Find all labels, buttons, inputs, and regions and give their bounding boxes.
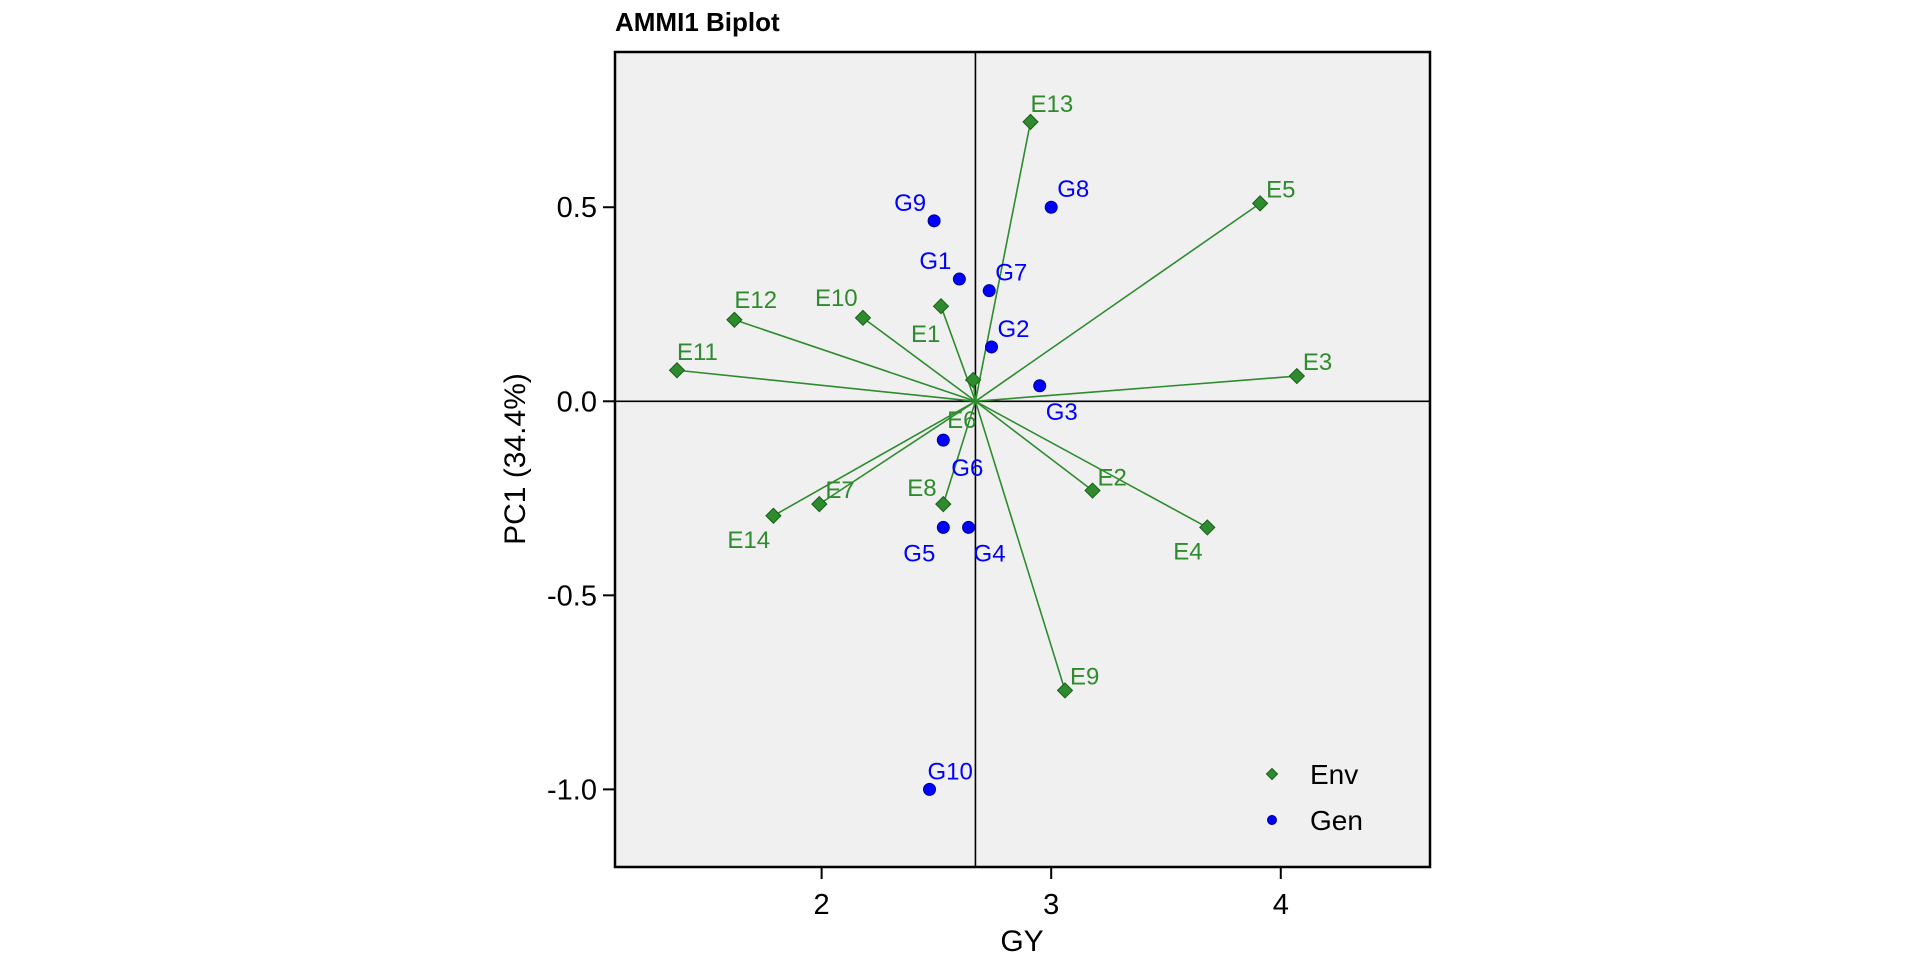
plot-panel bbox=[615, 52, 1430, 867]
env-point-e14 bbox=[765, 507, 782, 524]
y-tick-label: -0.5 bbox=[547, 580, 597, 612]
env-point-e9 bbox=[1056, 682, 1074, 699]
env-vector-e3 bbox=[975, 375, 1297, 403]
env-point-e3 bbox=[1288, 367, 1306, 385]
env-vector-e1 bbox=[940, 305, 977, 402]
x-tick-label: 4 bbox=[1273, 889, 1289, 921]
env-point-e12 bbox=[726, 311, 743, 328]
y-tick-label: 0.0 bbox=[557, 386, 597, 418]
point-label-e13: E13 bbox=[1031, 91, 1074, 118]
plot-border bbox=[613, 50, 1432, 869]
env-vector-e8 bbox=[942, 401, 977, 505]
point-label-e10: E10 bbox=[815, 285, 858, 312]
y-tick-label: 0.5 bbox=[557, 192, 597, 224]
point-label-g6: G6 bbox=[951, 455, 983, 482]
env-vectors bbox=[676, 121, 1297, 691]
gen-point-g7 bbox=[982, 284, 996, 298]
gen-point-g6 bbox=[936, 433, 950, 447]
gen-point-g9 bbox=[927, 214, 941, 228]
env-vector-e14 bbox=[773, 400, 976, 517]
env-point-e7 bbox=[811, 495, 828, 513]
point-label-e1: E1 bbox=[911, 321, 940, 348]
x-axis-label: GY bbox=[1000, 925, 1043, 958]
point-label-e14: E14 bbox=[727, 527, 770, 554]
point-label-g8: G8 bbox=[1057, 176, 1089, 203]
point-label-e11: E11 bbox=[677, 339, 718, 366]
env-point-e13 bbox=[1022, 113, 1039, 131]
point-label-e2: E2 bbox=[1098, 465, 1127, 492]
gen-point-g10 bbox=[923, 782, 937, 796]
gen-point-g4 bbox=[962, 520, 976, 534]
axes: 2 3 4 0.5 0.0 -0.5 -1.0 bbox=[547, 192, 1289, 921]
x-tick-label: 3 bbox=[1043, 889, 1059, 921]
gen-point-g3 bbox=[1033, 379, 1047, 393]
env-point-e2 bbox=[1084, 482, 1101, 499]
env-point-e8 bbox=[935, 495, 952, 513]
point-label-g4: G4 bbox=[974, 540, 1006, 567]
env-vector-e12 bbox=[734, 319, 976, 403]
legend-label-env: Env bbox=[1310, 759, 1358, 790]
env-vector-e13 bbox=[974, 121, 1032, 402]
gen-point-g1 bbox=[952, 272, 966, 286]
gen-point-g8 bbox=[1044, 200, 1058, 214]
env-point-e6 bbox=[964, 371, 982, 389]
y-tick-label: -1.0 bbox=[547, 774, 597, 806]
legend-gen-marker bbox=[1267, 815, 1277, 825]
point-label-e12: E12 bbox=[734, 287, 777, 314]
point-labels: E1 E2 E3 E4 E5 E6 E7 E8 E9 E10 E11 E12 E13 E14 G1 G2 G3 G… bbox=[677, 91, 1332, 786]
legend-env-marker bbox=[1265, 767, 1279, 781]
data-points bbox=[668, 113, 1306, 796]
y-axis-label: PC1 (34.4%) bbox=[499, 373, 532, 545]
point-label-g7: G7 bbox=[995, 260, 1027, 287]
env-vector-e10 bbox=[862, 317, 976, 402]
env-vector-e9 bbox=[974, 401, 1066, 691]
gen-point-g5 bbox=[936, 520, 950, 534]
point-label-g3: G3 bbox=[1046, 399, 1078, 426]
env-vector-e11 bbox=[676, 369, 976, 403]
env-point-e11 bbox=[668, 362, 686, 379]
env-vector-e2 bbox=[974, 400, 1094, 492]
legend: Env Gen bbox=[1265, 759, 1363, 836]
point-label-g9: G9 bbox=[894, 190, 926, 217]
chart-title: AMMI1 Biplot bbox=[615, 7, 780, 37]
env-point-e4 bbox=[1199, 519, 1216, 536]
point-label-e8: E8 bbox=[907, 475, 936, 502]
point-label-e5: E5 bbox=[1266, 176, 1295, 203]
gen-point-g2 bbox=[985, 340, 999, 354]
point-label-e9: E9 bbox=[1070, 663, 1099, 690]
env-vector-e5 bbox=[974, 202, 1261, 402]
reference-lines bbox=[615, 52, 1430, 867]
point-label-g10: G10 bbox=[928, 758, 973, 785]
env-point-e5 bbox=[1251, 195, 1269, 212]
point-label-e6: E6 bbox=[947, 407, 976, 434]
point-label-g2: G2 bbox=[998, 316, 1030, 343]
env-point-e1 bbox=[932, 297, 950, 315]
point-label-e3: E3 bbox=[1303, 349, 1332, 376]
env-point-e10 bbox=[854, 309, 872, 327]
point-label-e7: E7 bbox=[825, 477, 854, 504]
point-label-e4: E4 bbox=[1173, 538, 1202, 565]
point-label-g1: G1 bbox=[919, 248, 951, 275]
x-tick-label: 2 bbox=[814, 889, 830, 921]
env-vector-e4 bbox=[975, 400, 1208, 529]
env-vector-e7 bbox=[818, 400, 976, 505]
legend-label-gen: Gen bbox=[1310, 805, 1363, 836]
point-label-g5: G5 bbox=[903, 540, 935, 567]
